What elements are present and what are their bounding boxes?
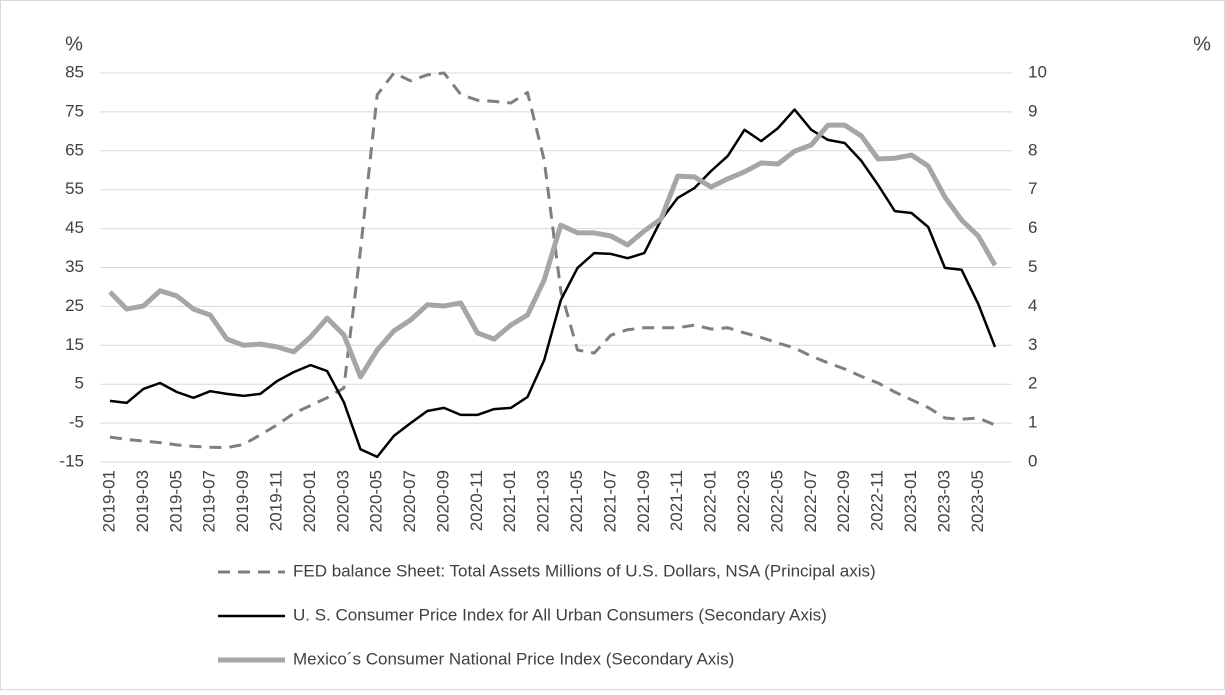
y2-tick-label: 9: [1028, 101, 1037, 120]
y-tick-label: 65: [65, 140, 84, 159]
y2-tick-label: 1: [1028, 413, 1037, 432]
x-tick-label: 2022-11: [868, 470, 887, 531]
series-line: [108, 122, 998, 380]
x-tick-label: 2021-11: [667, 470, 686, 531]
x-tick-label: 2020-09: [433, 470, 452, 532]
x-tick-label: 2023-01: [901, 470, 920, 532]
x-tick-label: 2022-03: [734, 470, 753, 532]
y2-tick-label: 5: [1028, 257, 1037, 276]
y-tick-label: 35: [65, 257, 84, 276]
y-tick-label: 25: [65, 296, 84, 315]
y-tick-label: 85: [65, 62, 84, 81]
y-tick-label: 45: [65, 218, 84, 237]
x-tick-label: 2021-07: [600, 470, 619, 532]
legend-label: FED balance Sheet: Total Assets Millions…: [293, 561, 876, 580]
x-tick-label: 2019-07: [200, 470, 219, 532]
x-tick-label: 2019-09: [233, 470, 252, 532]
x-tick-label: 2020-05: [367, 470, 386, 532]
y-tick-label: 75: [65, 101, 84, 120]
x-tick-label: 2019-03: [133, 470, 152, 532]
y-tick-label: 15: [65, 335, 84, 354]
y2-tick-label: 2: [1028, 374, 1037, 393]
x-tick-label: 2021-01: [500, 470, 519, 532]
x-tick-label: 2021-03: [534, 470, 553, 532]
series-line: [109, 108, 997, 459]
x-tick-label: 2021-05: [567, 470, 586, 532]
y2-tick-label: 3: [1028, 335, 1037, 354]
x-tick-label: 2022-05: [767, 470, 786, 532]
y2-tick-label: 10: [1028, 62, 1047, 81]
y2-axis-label: %: [1193, 33, 1211, 55]
y-tick-label: 55: [65, 179, 84, 198]
x-tick-label: 2023-03: [934, 470, 953, 532]
x-tick-label: 2020-01: [300, 470, 319, 532]
x-tick-label: 2023-05: [968, 470, 987, 532]
x-tick-label: 2021-09: [634, 470, 653, 532]
y-tick-label: 5: [75, 374, 84, 393]
x-tick-label: 2019-11: [266, 470, 285, 531]
y2-tick-label: 7: [1028, 179, 1037, 198]
legend-label: U. S. Consumer Price Index for All Urban…: [293, 605, 827, 624]
y2-tick-label: 6: [1028, 218, 1037, 237]
y2-tick-label: 8: [1028, 140, 1037, 159]
x-tick-label: 2020-11: [467, 470, 486, 531]
x-tick-label: 2022-01: [701, 470, 720, 532]
y2-tick-label: 4: [1028, 296, 1037, 315]
series-line: [109, 71, 996, 450]
x-tick-label: 2022-07: [801, 470, 820, 532]
y-tick-label: -5: [69, 413, 84, 432]
y2-tick-label: 0: [1028, 451, 1037, 470]
x-tick-label: 2019-01: [99, 470, 118, 532]
x-tick-label: 2022-09: [834, 470, 853, 532]
legend-label: Mexico´s Consumer National Price Index (…: [293, 649, 734, 668]
y-tick-label: -15: [59, 451, 84, 470]
x-tick-label: 2020-07: [400, 470, 419, 532]
y-axis-label: %: [65, 33, 83, 55]
x-tick-label: 2019-05: [166, 470, 185, 532]
x-tick-label: 2020-03: [333, 470, 352, 532]
